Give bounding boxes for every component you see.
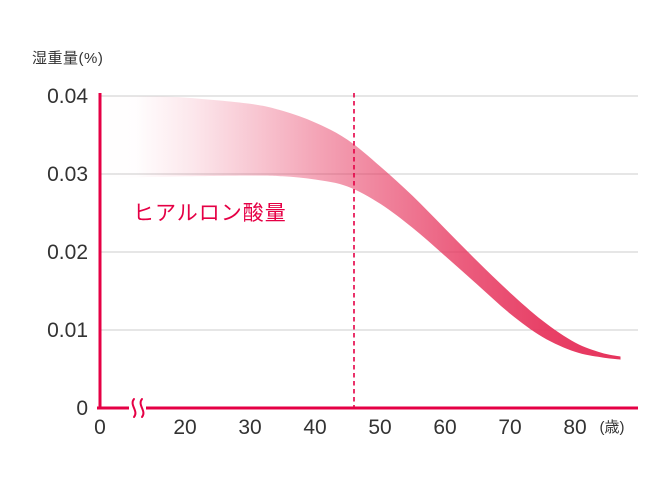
y-tick-label: 0.04 [47,85,88,108]
axis-break-icon [131,398,137,418]
y-tick-label: 0.03 [47,163,88,186]
y-tick-label: 0.02 [47,241,88,264]
y-tick-label: 0.01 [47,319,88,342]
x-tick-label: 50 [368,416,391,439]
x-tick-label: 70 [498,416,521,439]
x-tick-label: 30 [238,416,261,439]
x-axis-unit-label: (歳) [600,419,625,436]
axis-break-icon [139,398,145,418]
y-axis-title: 湿重量(%) [32,50,104,67]
hyaluronic-acid-band [104,95,621,360]
x-tick-label: 80 [563,416,586,439]
x-tick-label: 20 [173,416,196,439]
y-tick-label: 0 [76,397,88,420]
series-label: ヒアルロン酸量 [133,202,287,225]
x-tick-label: 60 [433,416,456,439]
x-tick-label: 0 [94,416,106,439]
x-tick-label: 40 [303,416,326,439]
tick-labels: 0 0.01 0.02 0.03 0.04 0 20 30 40 50 60 70 80 (歳) [47,85,624,439]
